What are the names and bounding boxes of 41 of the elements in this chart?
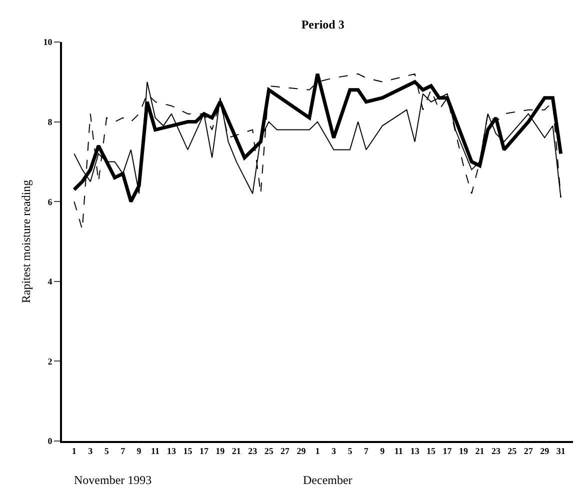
y-tick-label: 0 — [48, 436, 53, 446]
x-tick-label: 5 — [348, 446, 353, 456]
x-tick-label: 15 — [426, 446, 436, 456]
y-tick-label: 8 — [48, 116, 53, 127]
x-tick-label: 31 — [556, 446, 566, 456]
x-tick-label: 27 — [524, 446, 534, 456]
x-tick-label: 27 — [280, 446, 290, 456]
x-tick-label: 25 — [508, 446, 518, 456]
y-tick-label: 2 — [48, 356, 53, 366]
x-tick-label: 17 — [442, 446, 452, 456]
chart-title: Period 3 — [301, 17, 344, 32]
x-tick-label: 7 — [364, 446, 369, 456]
x-tick-label: 25 — [264, 446, 274, 456]
x-tick-label: 11 — [394, 446, 404, 456]
x-tick-label: 3 — [331, 446, 336, 456]
x-tick-label: 5 — [104, 446, 110, 456]
x-tick-label: 17 — [199, 446, 209, 456]
x-tick-label: 15 — [183, 446, 193, 456]
x-tick-label: 7 — [120, 446, 126, 456]
y-tick-label: 4 — [48, 276, 53, 287]
x-tick-label: 13 — [167, 446, 176, 456]
x-tick-label: 3 — [88, 446, 94, 456]
x-tick-label: 19 — [216, 446, 226, 456]
x-tick-label: 21 — [232, 446, 242, 456]
x-tick-label: 9 — [380, 446, 386, 456]
y-tick-label: 6 — [48, 196, 53, 207]
x-tick-label: 21 — [475, 446, 485, 456]
x-tick-label: 9 — [136, 446, 142, 456]
x-tick-label: 1 — [72, 446, 77, 456]
x-tick-label: 19 — [459, 446, 468, 456]
text: November 1993 — [74, 473, 152, 487]
x-tick-label: 11 — [151, 446, 160, 456]
x-tick-label: 23 — [491, 446, 501, 456]
x-tick-label: 29 — [296, 446, 306, 456]
y-tick-label: 10 — [43, 37, 53, 48]
x-tick-label: 23 — [248, 446, 258, 456]
x-tick-label: 29 — [540, 446, 550, 456]
x-tick-label: 13 — [410, 446, 420, 456]
x-tick-label: 1 — [315, 446, 320, 456]
y-axis-title: Rapitest moisture reading — [19, 180, 33, 304]
text: December — [303, 473, 352, 487]
